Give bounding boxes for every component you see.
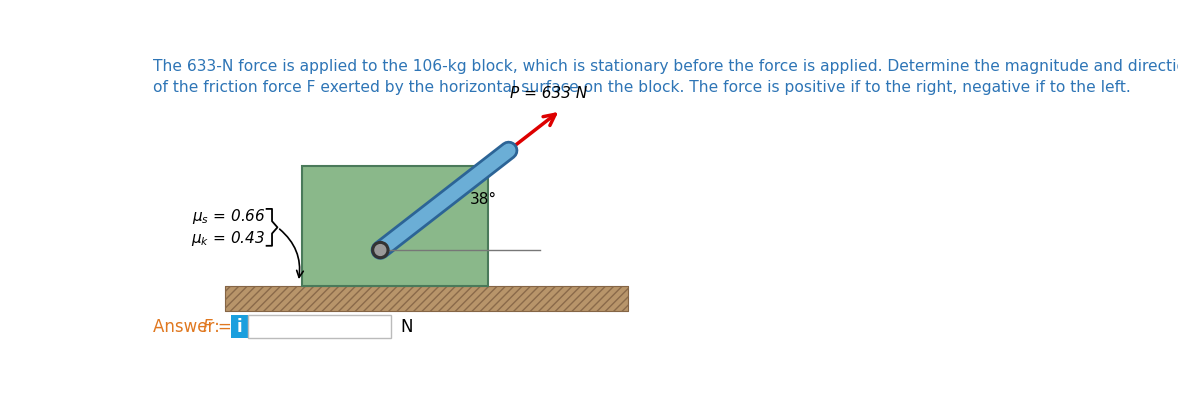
Circle shape — [372, 241, 389, 258]
Text: i: i — [237, 318, 243, 336]
Circle shape — [375, 245, 386, 255]
Text: $\mu_s$ = 0.66: $\mu_s$ = 0.66 — [192, 207, 265, 226]
Text: Answer:: Answer: — [153, 318, 225, 336]
Text: of the friction force F exerted by the horizontal surface on the block. The forc: of the friction force F exerted by the h… — [153, 80, 1131, 95]
Bar — [249, 315, 391, 338]
Text: 38°: 38° — [470, 192, 497, 207]
Text: N: N — [401, 318, 413, 336]
Bar — [225, 286, 628, 311]
Text: P = 633 N: P = 633 N — [510, 86, 588, 101]
Bar — [231, 315, 249, 338]
Text: The 633-N force is applied to the 106-kg block, which is stationary before the f: The 633-N force is applied to the 106-kg… — [153, 59, 1178, 74]
Text: $\mu_k$ = 0.43: $\mu_k$ = 0.43 — [191, 229, 265, 248]
Bar — [225, 286, 628, 311]
Text: F =: F = — [203, 318, 232, 336]
Bar — [303, 166, 488, 286]
